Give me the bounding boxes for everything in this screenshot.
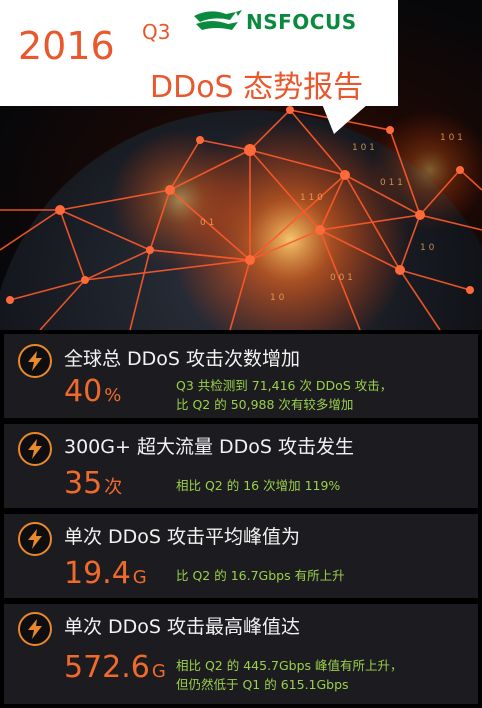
nsfocus-logo: NSFOCUS <box>192 6 392 40</box>
svg-text:1 0: 1 0 <box>270 293 285 303</box>
svg-text:1 0: 1 0 <box>420 243 435 253</box>
stat-description-line: 比 Q2 的 50,988 次有较多增加 <box>176 397 354 412</box>
stat-description: 相比 Q2 的 445.7Gbps 峰值有所上升， 但仍然低于 Q1 的 615… <box>176 656 403 694</box>
lightning-bolt-icon <box>18 612 52 646</box>
stat-number: 40 <box>64 374 103 409</box>
stat-title: 单次 DDoS 攻击最高峰值达 <box>64 616 301 638</box>
lightning-bolt-icon <box>18 344 52 378</box>
logo-mark-icon <box>194 10 242 30</box>
stats-panel: 全球总 DDoS 攻击次数增加 40% Q3 共检测到 71,416 次 DDo… <box>0 330 482 708</box>
report-year: 2016 <box>18 24 115 68</box>
stat-unit: 次 <box>104 477 123 498</box>
stat-number: 19.4 <box>64 556 131 591</box>
stat-description-line: 相比 Q2 的 16 次增加 119% <box>176 478 341 493</box>
report-title: DDoS 态势报告 <box>150 70 364 105</box>
stat-title: 300G+ 超大流量 DDoS 攻击发生 <box>64 436 354 458</box>
hero-banner: 1 0 1 0 1 1 1 1 0 1 0 0 1 1 0 1 0 0 1 1 0 20… <box>0 0 482 330</box>
stat-unit: G <box>132 567 147 588</box>
stat-value: 35 次 <box>64 466 122 501</box>
logo-text: NSFOCUS <box>246 10 357 34</box>
stat-description: 相比 Q2 的 16 次增加 119% <box>176 476 340 495</box>
stat-value: 19.4 G <box>64 556 147 591</box>
stat-description-line: 相比 Q2 的 445.7Gbps 峰值有所上升， <box>176 658 403 673</box>
title-bubble-tail <box>322 104 368 134</box>
stat-number: 572.6 <box>64 650 150 685</box>
svg-text:0 1 1: 0 1 1 <box>380 178 403 188</box>
stat-description: 比 Q2 的 16.7Gbps 有所上升 <box>176 566 345 585</box>
stat-value: 40% <box>64 374 121 409</box>
stat-title: 全球总 DDoS 攻击次数增加 <box>64 348 301 370</box>
lightning-bolt-icon <box>18 432 52 466</box>
stat-description-line: 但仍然低于 Q1 的 615.1Gbps <box>176 677 349 692</box>
stat-title: 单次 DDoS 攻击平均峰值为 <box>64 526 301 548</box>
svg-text:1 0 1: 1 0 1 <box>440 133 463 143</box>
stat-card-max-peak: 单次 DDoS 攻击最高峰值达 572.6 G 相比 Q2 的 445.7Gbps… <box>4 604 478 704</box>
svg-text:1 1 0: 1 1 0 <box>300 193 323 203</box>
stat-description-line: Q3 共检测到 71,416 次 DDoS 攻击， <box>176 378 393 393</box>
stat-card-300g-attacks: 300G+ 超大流量 DDoS 攻击发生 35 次 相比 Q2 的 16 次增加 … <box>4 424 478 508</box>
stat-description-line: 比 Q2 的 16.7Gbps 有所上升 <box>176 568 345 583</box>
svg-text:1 0 1: 1 0 1 <box>352 143 375 153</box>
stat-card-total-attacks: 全球总 DDoS 攻击次数增加 40% Q3 共检测到 71,416 次 DDo… <box>4 334 478 418</box>
svg-text:0 1: 0 1 <box>200 218 214 228</box>
lightning-bolt-icon <box>18 522 52 556</box>
stat-description: Q3 共检测到 71,416 次 DDoS 攻击， 比 Q2 的 50,988 … <box>176 376 392 414</box>
stat-value: 572.6 G <box>64 650 166 685</box>
stat-card-average-peak: 单次 DDoS 攻击平均峰值为 19.4 G 比 Q2 的 16.7Gbps 有所… <box>4 514 478 598</box>
stat-unit: G <box>151 661 166 682</box>
svg-text:0 0 1: 0 0 1 <box>330 273 353 283</box>
stat-number: 35 <box>64 466 103 501</box>
report-quarter: Q3 <box>142 20 171 44</box>
stat-unit: % <box>104 385 122 406</box>
